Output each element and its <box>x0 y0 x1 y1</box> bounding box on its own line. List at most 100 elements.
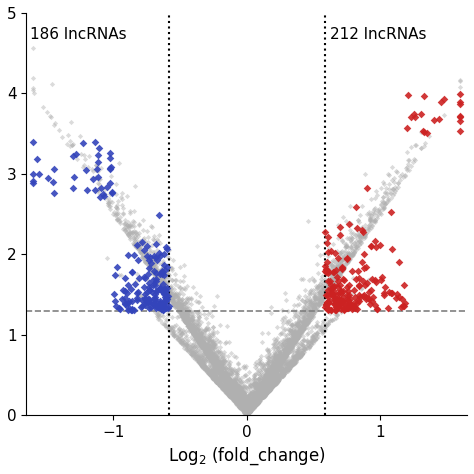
Point <box>245 395 253 402</box>
Point <box>349 251 357 259</box>
Point <box>231 397 239 404</box>
Point <box>262 381 270 389</box>
Point <box>288 338 295 346</box>
Point <box>205 358 213 365</box>
Point <box>198 339 206 347</box>
Point <box>272 355 280 362</box>
Point <box>346 253 354 260</box>
Point <box>278 367 285 374</box>
Point <box>191 342 198 349</box>
Point <box>148 255 155 262</box>
Point <box>298 328 305 335</box>
Point <box>321 263 328 270</box>
Point <box>314 299 321 306</box>
Point <box>241 408 249 415</box>
Point <box>261 383 268 391</box>
Point <box>92 173 100 180</box>
Point <box>216 382 224 389</box>
Point <box>233 395 241 402</box>
Point <box>232 385 239 392</box>
Point <box>183 310 191 318</box>
Point <box>398 295 406 302</box>
Point <box>312 307 319 314</box>
Point <box>287 337 295 345</box>
Point <box>265 383 273 390</box>
Point <box>267 381 274 388</box>
Point <box>210 364 217 371</box>
Point <box>242 386 250 394</box>
Point <box>302 317 310 324</box>
Point <box>225 363 232 370</box>
Point <box>172 289 180 296</box>
Point <box>361 232 368 240</box>
Point <box>199 333 206 341</box>
Point <box>263 379 271 386</box>
Point <box>295 326 303 334</box>
Point <box>246 375 253 383</box>
Point <box>298 318 306 326</box>
Point <box>190 344 198 351</box>
Point <box>156 278 164 286</box>
Point <box>308 308 316 316</box>
Point <box>183 313 191 321</box>
Point <box>222 375 230 383</box>
Point <box>133 243 140 251</box>
Point <box>209 343 217 351</box>
Point <box>72 150 79 158</box>
Point <box>337 264 345 272</box>
Point <box>229 377 237 385</box>
Point <box>243 408 251 416</box>
Point <box>331 306 339 314</box>
Point <box>310 306 318 313</box>
Point <box>253 390 261 398</box>
Point <box>165 288 173 295</box>
Point <box>220 385 228 393</box>
Point <box>226 384 233 392</box>
Point <box>275 358 283 366</box>
Point <box>279 356 286 364</box>
Point <box>239 364 247 371</box>
Point <box>109 189 116 197</box>
Point <box>214 356 221 364</box>
Point <box>255 396 263 403</box>
Point <box>226 392 234 400</box>
Point <box>128 306 135 313</box>
Point <box>231 386 239 394</box>
Point <box>332 273 340 281</box>
Point <box>308 332 315 340</box>
Point <box>343 243 351 250</box>
Point <box>194 312 202 319</box>
Point <box>228 389 236 396</box>
Point <box>228 389 236 397</box>
Point <box>140 254 147 262</box>
Point <box>258 371 266 379</box>
Point <box>268 370 275 377</box>
Point <box>356 233 364 240</box>
Point <box>301 346 308 353</box>
Point <box>220 370 228 378</box>
Point <box>165 326 173 334</box>
Point <box>261 365 268 373</box>
Point <box>216 370 224 377</box>
Point <box>73 155 81 163</box>
Point <box>125 227 133 235</box>
Point <box>276 360 283 367</box>
Point <box>143 252 151 260</box>
Point <box>301 298 309 306</box>
Point <box>242 406 250 414</box>
Point <box>319 295 327 302</box>
Point <box>271 380 279 387</box>
Point <box>128 232 136 239</box>
Point <box>164 324 172 331</box>
Point <box>89 167 97 175</box>
Point <box>177 337 185 345</box>
Point <box>235 401 243 409</box>
Point <box>221 370 229 377</box>
Point <box>338 247 346 255</box>
Point <box>137 243 144 251</box>
Point <box>181 328 188 336</box>
Point <box>248 396 256 403</box>
Point <box>251 375 259 383</box>
Point <box>133 243 141 251</box>
Point <box>243 406 250 414</box>
